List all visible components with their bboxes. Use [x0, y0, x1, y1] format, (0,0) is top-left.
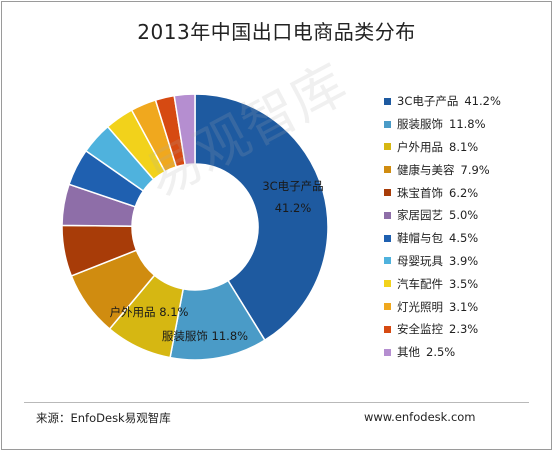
legend-swatch-11	[384, 325, 391, 333]
legend-label-4: 健康与美容	[397, 162, 455, 177]
legend-item-10: 灯光照明 3.1%	[384, 295, 544, 318]
slice-label-value-1: 41.2%	[275, 201, 312, 215]
legend-item-11: 安全监控 2.3%	[384, 318, 544, 341]
slice-label-2: 服装服饰 11.8%	[162, 329, 248, 343]
legend-value-6: 5.0%	[449, 208, 479, 223]
legend-swatch-9	[384, 280, 391, 288]
legend-value-3: 8.1%	[449, 139, 479, 154]
legend-value-10: 3.1%	[449, 299, 479, 314]
legend-swatch-1	[384, 97, 391, 105]
legend-item-7: 鞋帽与包 4.5%	[384, 227, 544, 250]
legend-label-6: 家居园艺	[397, 208, 443, 223]
legend-value-8: 3.9%	[449, 253, 479, 268]
legend-value-9: 3.5%	[449, 276, 479, 291]
legend-label-2: 服装服饰	[397, 117, 443, 132]
legend-value-5: 6.2%	[449, 185, 479, 200]
legend-label-1: 3C电子产品	[397, 94, 459, 109]
legend-item-4: 健康与美容 7.9%	[384, 158, 544, 181]
legend-swatch-10	[384, 303, 391, 311]
legend-item-12: 其他 2.5%	[384, 341, 544, 364]
legend-item-1: 3C电子产品 41.2%	[384, 90, 544, 113]
legend-item-5: 珠宝首饰 6.2%	[384, 181, 544, 204]
legend-label-8: 母婴玩具	[397, 253, 443, 268]
footer-divider	[24, 402, 529, 403]
legend-value-1: 41.2%	[464, 94, 501, 109]
legend-label-12: 其他	[397, 345, 420, 360]
legend-swatch-12	[384, 348, 391, 356]
legend-item-6: 家居园艺 5.0%	[384, 204, 544, 227]
legend: 3C电子产品 41.2% 服装服饰 11.8% 户外用品 8.1% 健康与美容 7.9% 珠宝首…	[384, 90, 544, 364]
legend-swatch-7	[384, 234, 391, 242]
chart-title: 2013年中国出口电商品类分布	[137, 20, 416, 44]
legend-item-2: 服装服饰 11.8%	[384, 113, 544, 136]
legend-swatch-2	[384, 120, 391, 128]
legend-label-7: 鞋帽与包	[397, 231, 443, 246]
doughnut-chart: 3C电子产品 41.2% 服装服饰 11.8% 户外用品 8.1%	[61, 93, 329, 361]
legend-swatch-6	[384, 211, 391, 219]
slice-label-3: 户外用品 8.1%	[110, 305, 189, 319]
legend-item-3: 户外用品 8.1%	[384, 136, 544, 159]
legend-label-9: 汽车配件	[397, 276, 443, 291]
legend-swatch-4	[384, 166, 391, 174]
source-text: 来源：EnfoDesk易观智库	[36, 411, 171, 425]
legend-swatch-3	[384, 143, 391, 151]
legend-label-5: 珠宝首饰	[397, 185, 443, 200]
legend-swatch-5	[384, 189, 391, 197]
legend-value-2: 11.8%	[449, 117, 486, 132]
legend-item-9: 汽车配件 3.5%	[384, 272, 544, 295]
legend-item-8: 母婴玩具 3.9%	[384, 250, 544, 273]
slice-1	[194, 93, 329, 342]
legend-value-12: 2.5%	[426, 345, 456, 360]
slice-label-name-1: 3C电子产品	[262, 179, 323, 193]
legend-label-3: 户外用品	[397, 139, 443, 154]
legend-value-7: 4.5%	[449, 231, 479, 246]
slice-12	[173, 93, 196, 166]
legend-swatch-8	[384, 257, 391, 265]
legend-label-10: 灯光照明	[397, 299, 443, 314]
legend-value-4: 7.9%	[460, 162, 490, 177]
website-text: www.enfodesk.com	[364, 410, 476, 424]
legend-value-11: 2.3%	[449, 322, 479, 337]
legend-label-11: 安全监控	[397, 322, 443, 337]
